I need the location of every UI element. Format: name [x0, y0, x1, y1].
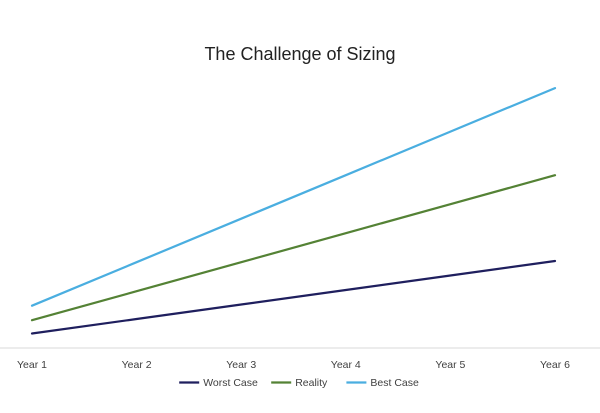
chart-title: The Challenge of Sizing [204, 44, 396, 64]
series-line-best-case [30, 86, 557, 307]
legend-item-reality: Reality [271, 377, 328, 389]
legend-label: Reality [295, 377, 328, 389]
series-line-reality [30, 174, 557, 322]
series-line-worst-case [30, 259, 557, 335]
x-tick-label: Year 3 [226, 359, 256, 371]
x-tick-label: Year 5 [435, 359, 465, 371]
legend-label: Worst Case [203, 377, 258, 389]
legend-item-worst-case: Worst Case [179, 377, 258, 389]
legend-label: Best Case [370, 377, 419, 389]
legend-item-best-case: Best Case [346, 377, 419, 389]
x-tick-label: Year 4 [331, 359, 361, 371]
x-tick-label: Year 2 [122, 359, 152, 371]
x-tick-label: Year 6 [540, 359, 570, 371]
x-tick-label: Year 1 [17, 359, 47, 371]
